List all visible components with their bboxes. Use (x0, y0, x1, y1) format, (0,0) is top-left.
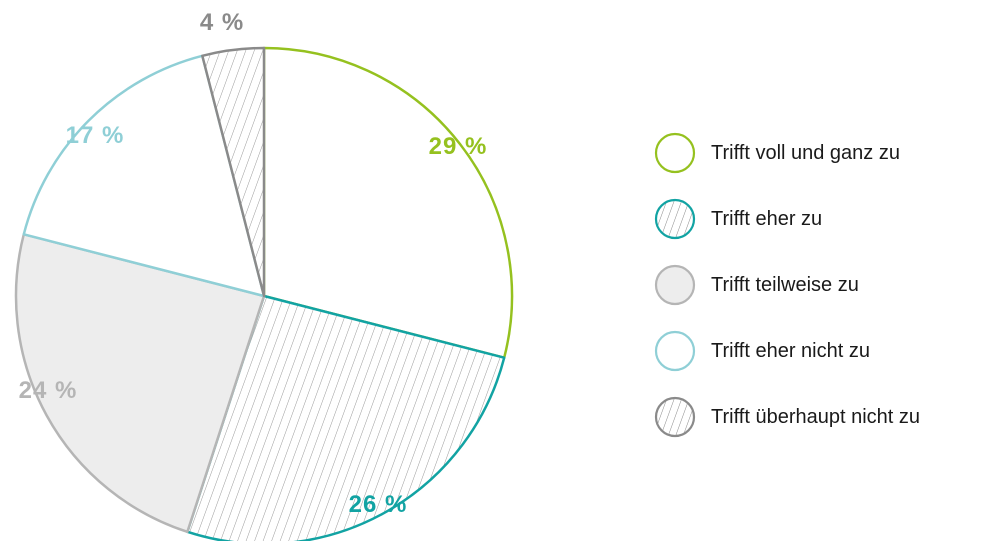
legend-item-1: Trifft voll und ganz zu (653, 132, 920, 174)
legend-swatch-icon (654, 198, 696, 240)
chart-legend: Trifft voll und ganz zu Trifft eher zu Tri… (653, 132, 921, 463)
pie-slice-1 (262, 46, 514, 359)
legend-item-4: Trifft eher nicht zu (653, 330, 920, 372)
pie-slices (14, 46, 514, 541)
legend-swatch-icon (654, 396, 696, 438)
legend-label: Trifft eher zu (711, 207, 823, 230)
legend-item-5: Trifft überhaupt nicht zu (653, 396, 921, 438)
pie-value-labels: 29 % 26 % 24 % 17 % 4 % (19, 9, 488, 518)
pie-slice-4 (22, 54, 266, 298)
pie-slice-2 (186, 294, 506, 541)
legend-swatch-icon (654, 330, 696, 372)
legend-item-3: Trifft teilweise zu (653, 264, 920, 306)
legend-label: Trifft eher nicht zu (711, 339, 870, 362)
value-label-2: 26 % (349, 491, 408, 518)
value-label-5: 4 % (200, 9, 244, 36)
legend-label: Trifft überhaupt nicht zu (711, 405, 921, 428)
value-label-4: 17 % (66, 122, 125, 149)
value-label-1: 29 % (429, 133, 488, 160)
legend-item-2: Trifft eher zu (653, 198, 920, 240)
legend-swatch-icon (654, 264, 696, 306)
pie-slice-3 (14, 233, 266, 534)
pie-slice-5 (201, 46, 266, 298)
legend-label: Trifft teilweise zu (711, 273, 859, 296)
legend-label: Trifft voll und ganz zu (711, 141, 900, 164)
value-label-3: 24 % (19, 377, 78, 404)
legend-swatch-icon (654, 132, 696, 174)
